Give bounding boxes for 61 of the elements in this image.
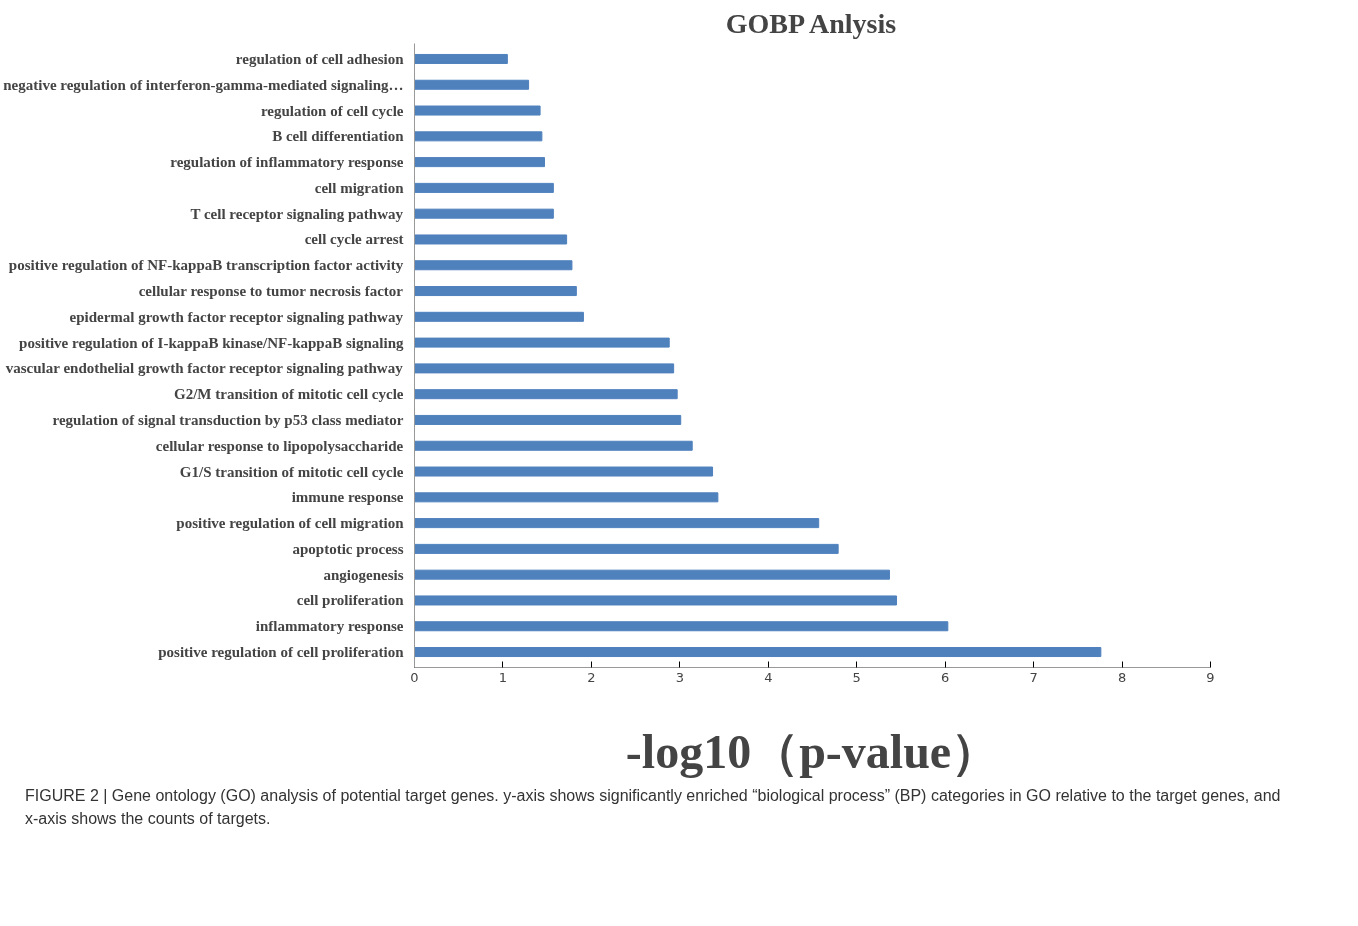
bar	[414, 363, 675, 374]
x-tick-label: 4	[764, 669, 773, 685]
bar	[414, 389, 678, 400]
bar	[414, 234, 568, 245]
y-tick-label: positive regulation of cell migration	[176, 515, 405, 532]
y-tick-label: B cell differentiation	[272, 128, 405, 145]
y-tick-label: cell migration	[314, 179, 405, 196]
bar	[414, 311, 584, 322]
y-tick-label: T cell receptor signaling pathway	[190, 205, 404, 222]
y-tick-label: vascular endothelial growth factor receptor signaling pathway	[5, 360, 404, 377]
y-tick-label: inflammatory response	[255, 618, 404, 635]
bar	[414, 440, 693, 451]
y-tick-label: cell proliferation	[296, 592, 405, 609]
bar	[414, 53, 508, 64]
x-tick-label: 7	[1029, 669, 1038, 685]
bar	[414, 569, 890, 580]
y-tick-label: G2/M transition of mitotic cell cycle	[173, 386, 404, 403]
y-tick-label: positive regulation of cell proliferation	[158, 644, 405, 661]
bar	[414, 647, 1102, 658]
y-tick-label: epidermal growth factor receptor signaling pathway	[69, 308, 404, 325]
bar	[414, 337, 670, 348]
bar	[414, 492, 719, 503]
bar	[414, 543, 839, 554]
y-tick-label: apoptotic process	[292, 540, 404, 557]
bar	[414, 79, 530, 90]
y-tick-label: regulation of inflammatory response	[170, 154, 404, 171]
y-tick-label: regulation of cell adhesion	[235, 50, 405, 67]
bar	[414, 208, 554, 219]
x-tick-label: 3	[675, 669, 684, 685]
y-tick-label: negative regulation of interferon-gamma-mediated signaling…	[3, 76, 404, 93]
x-tick-label: 5	[852, 669, 861, 685]
y-tick-label: positive regulation of I-kappaB kinase/NF-kappaB signaling	[19, 334, 404, 351]
y-tick-label: immune response	[291, 489, 404, 506]
y-tick-label: cell cycle arrest	[304, 231, 404, 248]
y-tick-label: regulation of signal transduction by p53 class mediator	[52, 411, 404, 428]
y-tick-label: cellular response to lipopolysaccharide	[155, 437, 404, 454]
x-tick-label: 2	[587, 669, 596, 685]
y-tick-label: G1/S transition of mitotic cell cycle	[179, 463, 404, 480]
x-tick-label: 9	[1206, 669, 1215, 685]
bar	[414, 414, 682, 425]
bar	[414, 466, 714, 477]
y-tick-label: positive regulation of NF-kappaB transcription factor activity	[8, 257, 404, 274]
chart-title: GOBP Anlysis	[725, 7, 897, 39]
bar	[414, 621, 949, 632]
bar	[414, 182, 554, 193]
bar	[414, 595, 898, 606]
x-axis-title: -log10（p-value）	[625, 724, 1000, 778]
y-tick-label: regulation of cell cycle	[260, 102, 404, 119]
bar	[414, 157, 546, 168]
y-tick-label: angiogenesis	[323, 566, 404, 583]
bar	[414, 131, 543, 142]
y-tick-label: cellular response to tumor necrosis factor	[138, 283, 404, 300]
bar	[414, 518, 820, 529]
x-tick-label: 0	[410, 669, 419, 685]
bar	[414, 260, 573, 271]
x-tick-label: 6	[941, 669, 950, 685]
bar	[414, 105, 541, 116]
x-tick-label: 8	[1117, 669, 1127, 685]
bar	[414, 286, 577, 297]
x-tick-label: 1	[498, 669, 508, 685]
caption: FIGURE 2 | Gene ontology (GO) analysis of potential target genes. y-axis shows significantly enriched “biological process” (BP) categories in GO relative to the target genes, and x-axis shows the counts of targets.	[25, 786, 1282, 829]
